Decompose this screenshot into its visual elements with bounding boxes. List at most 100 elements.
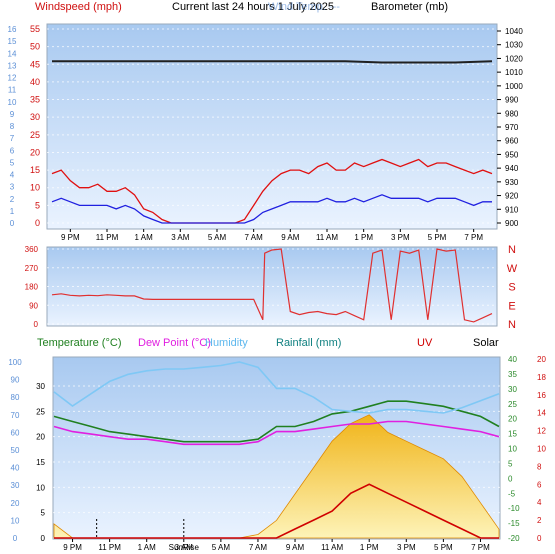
green-tick-label: -10 — [508, 504, 520, 513]
red-tick-label: 0 — [537, 534, 542, 543]
green-tick-label: 0 — [508, 474, 513, 483]
wind-outer-tick-label: 16 — [8, 25, 17, 34]
barometer-tick-label: 950 — [505, 150, 519, 159]
humidity-tick-label: 20 — [11, 499, 20, 508]
humidity-tick-label: 100 — [8, 358, 22, 367]
panel-wind-grid — [47, 28, 497, 224]
wind-tick-label: 40 — [30, 77, 40, 87]
wind-tick-label: 15 — [30, 165, 40, 175]
time-tick-label: 11 PM — [98, 543, 121, 552]
wind-outer-tick-label: 12 — [8, 74, 17, 83]
red-tick-label: 2 — [537, 516, 542, 525]
green-tick-label: 10 — [508, 445, 517, 454]
time-tick-label: 9 AM — [286, 543, 305, 552]
humidity-tick-label: 10 — [11, 516, 20, 525]
wind-tick-label: 35 — [30, 95, 40, 105]
wind-tick-label: 0 — [35, 218, 40, 228]
panel-wind-axes: 0510152025303540455055012345678910111213… — [8, 24, 524, 242]
time-tick-label: 11 AM — [316, 233, 338, 242]
barometer-tick-label: 1020 — [505, 54, 523, 63]
wind-outer-tick-label: 4 — [10, 171, 15, 180]
temp-tick-label: 5 — [41, 509, 46, 518]
wind-tick-label: 25 — [30, 130, 40, 140]
barometer-tick-label: 980 — [505, 109, 519, 118]
green-tick-label: -5 — [508, 489, 516, 498]
green-tick-label: -15 — [508, 519, 520, 528]
green-tick-label: 5 — [508, 459, 513, 468]
direction-tick-label: 270 — [25, 264, 39, 273]
humidity-tick-label: 90 — [11, 376, 20, 385]
temp-tick-label: 10 — [36, 483, 45, 492]
wind-tick-label: 20 — [30, 147, 40, 157]
humidity-tick-label: 50 — [11, 446, 20, 455]
barometer-tick-label: 940 — [505, 164, 519, 173]
time-tick-label: 3 AM — [171, 233, 190, 242]
barometer-tick-label: 960 — [505, 137, 519, 146]
direction-line — [51, 248, 493, 323]
compass-label: N — [508, 319, 516, 331]
wind-tick-label: 45 — [30, 59, 40, 69]
panel-temp-series — [53, 361, 500, 539]
legend-rainfall: Rainfall (mm) — [276, 337, 341, 349]
barometer-tick-label: 970 — [505, 123, 519, 132]
green-tick-label: 25 — [508, 400, 517, 409]
red-tick-label: 4 — [537, 498, 542, 507]
wind-outer-tick-label: 7 — [10, 134, 15, 143]
wind-tick-label: 30 — [30, 112, 40, 122]
wind-outer-tick-label: 14 — [8, 49, 17, 58]
time-tick-label: 1 AM — [135, 233, 154, 242]
time-tick-label: 5 PM — [428, 233, 447, 242]
barometer-tick-label: 930 — [505, 178, 519, 187]
wind-outer-tick-label: 2 — [10, 195, 15, 204]
panel-wind-bg — [46, 23, 498, 230]
barometer-tick-label: 1040 — [505, 27, 523, 36]
barometer-tick-label: 1030 — [505, 41, 523, 50]
compass-label: W — [507, 263, 518, 275]
time-tick-label: 7 PM — [471, 543, 490, 552]
direction-tick-label: 360 — [25, 245, 39, 254]
direction-tick-label: 0 — [34, 320, 39, 329]
time-tick-label: 7 AM — [249, 543, 268, 552]
panel-direction-series — [51, 248, 493, 323]
panel-wind-series — [51, 60, 493, 224]
wind-outer-tick-label: 13 — [8, 61, 17, 70]
wind-gust-line — [51, 158, 493, 224]
barometer-tick-label: 910 — [505, 205, 519, 214]
panel-temp-axes: 0510152025300102030405060708090100-20-15… — [8, 355, 546, 552]
wind-outer-tick-label: 5 — [10, 158, 15, 167]
uv-line — [54, 483, 499, 539]
wind-tick-label: 5 — [35, 200, 40, 210]
humidity-tick-label: 80 — [11, 393, 20, 402]
time-tick-label: 3 PM — [391, 233, 410, 242]
barometer-title: Barometer (mb) — [371, 1, 448, 13]
compass-label: E — [508, 300, 515, 312]
humidity-tick-label: 30 — [11, 481, 20, 490]
time-tick-label: 9 PM — [63, 543, 82, 552]
dewpoint-line — [53, 420, 500, 446]
red-tick-label: 14 — [537, 409, 546, 418]
red-tick-label: 8 — [537, 462, 542, 471]
humidity-tick-label: 0 — [13, 534, 18, 543]
time-tick-label: 5 PM — [434, 543, 453, 552]
direction-tick-label: 90 — [29, 301, 38, 310]
wind-tick-label: 10 — [30, 183, 40, 193]
legend-temperature: Temperature (°C) — [37, 337, 121, 349]
time-tick-label: 1 PM — [354, 233, 373, 242]
red-tick-label: 6 — [537, 480, 542, 489]
windspeed-title: Windspeed (mph) — [35, 1, 122, 13]
barometer-tick-label: 990 — [505, 96, 519, 105]
direction-tick-label: 180 — [25, 283, 39, 292]
time-tick-label: 11 PM — [96, 233, 119, 242]
wind-outer-tick-label: 11 — [8, 86, 17, 95]
red-tick-label: 18 — [537, 373, 546, 382]
legend-humidity: Humidity — [205, 337, 248, 349]
wind-outer-tick-label: 6 — [10, 146, 15, 155]
green-tick-label: 30 — [508, 385, 517, 394]
barometer-tick-label: 900 — [505, 219, 519, 228]
wind-outer-tick-label: 9 — [10, 110, 15, 119]
compass-label: S — [508, 282, 515, 294]
green-tick-label: 35 — [508, 370, 517, 379]
legend-uv: UV — [417, 337, 433, 349]
